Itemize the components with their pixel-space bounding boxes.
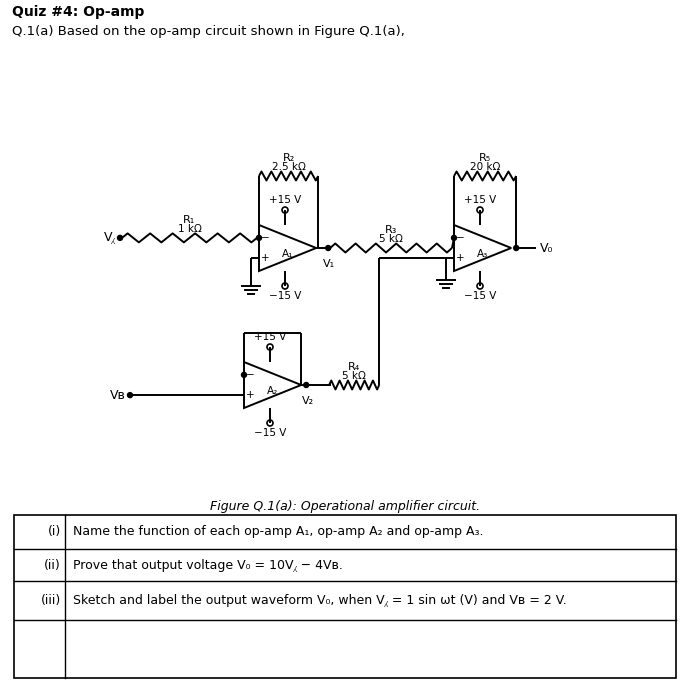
Text: A₁: A₁: [282, 249, 294, 259]
Text: −: −: [261, 233, 269, 243]
Text: −15 V: −15 V: [464, 291, 496, 301]
Text: 5 kΩ: 5 kΩ: [342, 371, 366, 381]
Text: +15 V: +15 V: [464, 195, 496, 205]
Text: R₄: R₄: [348, 362, 360, 372]
Text: R₁: R₁: [184, 215, 196, 225]
Text: Sketch and label the output waveform V₀, when V⁁ = 1 sin ωt (V) and Vв = 2 V.: Sketch and label the output waveform V₀,…: [73, 594, 566, 607]
Text: (iii): (iii): [41, 594, 61, 607]
Text: 2.5 kΩ: 2.5 kΩ: [272, 162, 306, 172]
Text: Prove that output voltage V₀ = 10V⁁ − 4Vв.: Prove that output voltage V₀ = 10V⁁ − 4V…: [73, 559, 343, 572]
Text: −: −: [455, 233, 464, 243]
Circle shape: [304, 382, 308, 388]
Text: +15 V: +15 V: [269, 195, 301, 205]
Text: +15 V: +15 V: [254, 332, 286, 342]
Circle shape: [326, 246, 331, 250]
Text: 1 kΩ: 1 kΩ: [177, 224, 201, 234]
Text: A₃: A₃: [477, 249, 489, 259]
Text: R₂: R₂: [282, 153, 295, 163]
Text: V₁: V₁: [323, 259, 335, 269]
Text: (ii): (ii): [44, 559, 61, 572]
Text: +: +: [246, 390, 255, 400]
Text: V⁁: V⁁: [104, 231, 116, 244]
Text: Vв: Vв: [110, 389, 126, 402]
Text: +: +: [455, 253, 464, 263]
Text: A₂: A₂: [268, 386, 279, 396]
Text: −15 V: −15 V: [269, 291, 302, 301]
Text: 20 kΩ: 20 kΩ: [470, 162, 500, 172]
Text: R₃: R₃: [385, 225, 397, 235]
Text: −15 V: −15 V: [254, 428, 286, 438]
Text: Q.1(a) Based on the op-amp circuit shown in Figure Q.1(a),: Q.1(a) Based on the op-amp circuit shown…: [12, 25, 405, 38]
Text: 5 kΩ: 5 kΩ: [380, 234, 403, 244]
Text: Name the function of each op-amp A₁, op-amp A₂ and op-amp A₃.: Name the function of each op-amp A₁, op-…: [73, 525, 484, 538]
Circle shape: [451, 235, 457, 240]
Text: −: −: [246, 370, 255, 380]
Circle shape: [117, 235, 123, 240]
Text: V₀: V₀: [540, 241, 553, 254]
Text: +: +: [261, 253, 269, 263]
Text: (i): (i): [48, 525, 61, 538]
Circle shape: [513, 246, 519, 250]
Text: Quiz #4: Op-amp: Quiz #4: Op-amp: [12, 5, 144, 19]
Circle shape: [241, 372, 246, 378]
Circle shape: [257, 235, 262, 240]
Bar: [14, 515, 676, 678]
Circle shape: [128, 393, 132, 397]
Text: Figure Q.1(a): Operational amplifier circuit.: Figure Q.1(a): Operational amplifier cir…: [210, 500, 480, 513]
Text: V₂: V₂: [302, 396, 314, 406]
Text: R₅: R₅: [479, 153, 491, 163]
